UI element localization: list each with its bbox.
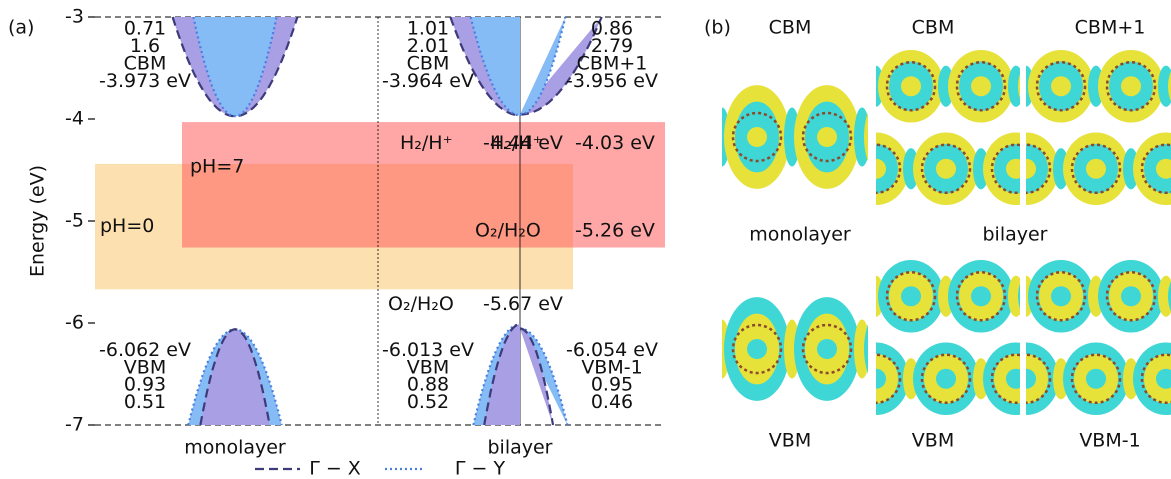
effective-mass: 0.52 [407, 391, 449, 413]
lobe [971, 286, 991, 306]
redox-value: -5.67 eV [483, 293, 563, 315]
orbital-label: VBM-1 [1079, 430, 1140, 452]
redox-value: -4.03 eV [575, 132, 655, 154]
edge-energy: -3.956 eV [566, 70, 658, 92]
orbital-label: VBM [912, 430, 954, 452]
y-tick-label: -3 [65, 6, 84, 28]
lobe [665, 314, 709, 385]
lobe [817, 339, 837, 359]
y-axis-label: Energy (eV) [27, 165, 49, 277]
panel-label: (b) [704, 17, 731, 39]
panel-label: (a) [8, 17, 34, 39]
lobe [936, 159, 956, 179]
lobe [971, 76, 991, 96]
redox-label: H₂/H⁺ [490, 132, 543, 154]
redox-label: O₂/H₂O [388, 293, 454, 315]
lobe [866, 369, 886, 389]
y-tick-label: -5 [65, 210, 84, 232]
edge-energy: -3.964 eV [382, 70, 474, 92]
redox-name: pH=0 [100, 215, 154, 237]
lobe [677, 339, 697, 359]
lobe [901, 76, 921, 96]
structure-label: bilayer [982, 224, 1047, 246]
ring [663, 113, 711, 161]
figure: (a) Energy (eV) (b) pH=0H₂/H⁺-4.44 eVO₂/… [0, 0, 1171, 479]
lobe [817, 127, 837, 147]
redox-name: pH=7 [190, 156, 244, 178]
y-tick-label: -4 [65, 108, 84, 130]
lobe [654, 297, 720, 401]
lobe [1006, 159, 1026, 179]
lobe [1008, 66, 1024, 107]
legend-label: Γ − Y [455, 458, 506, 479]
orbital-label: CBM [912, 17, 955, 39]
effective-mass: 0.51 [124, 391, 166, 413]
lobe [1121, 76, 1141, 96]
lobe [665, 102, 709, 173]
category-label: monolayer [184, 437, 286, 459]
edge-energy: -3.973 eV [99, 70, 191, 92]
orbital-label: CBM+1 [1075, 17, 1146, 39]
lobe [677, 127, 697, 147]
redox-value: -5.26 eV [575, 220, 655, 242]
y-tick-label: -7 [65, 414, 84, 436]
lobe [1051, 76, 1071, 96]
ring [663, 325, 711, 373]
redox-label: H₂/H⁺ [400, 132, 453, 154]
lobe [901, 286, 921, 306]
lobe [1051, 286, 1071, 306]
legend-label: Γ − X [309, 458, 361, 479]
lobe [1086, 159, 1106, 179]
lobe [1006, 369, 1026, 389]
lobe [1086, 369, 1106, 389]
lobe [747, 339, 767, 359]
lobe [1008, 276, 1024, 317]
y-tick-label: -6 [65, 312, 84, 334]
redox-label: O₂/H₂O [475, 220, 541, 242]
lobe [866, 159, 886, 179]
category-label: bilayer [487, 437, 552, 459]
orbital-label: CBM [769, 17, 812, 39]
lobe [1121, 286, 1141, 306]
orbital-label: VBM [769, 430, 811, 452]
lobe [936, 369, 956, 389]
lobe [747, 127, 767, 147]
structure-label: monolayer [749, 224, 851, 246]
effective-mass: 0.46 [591, 391, 633, 413]
